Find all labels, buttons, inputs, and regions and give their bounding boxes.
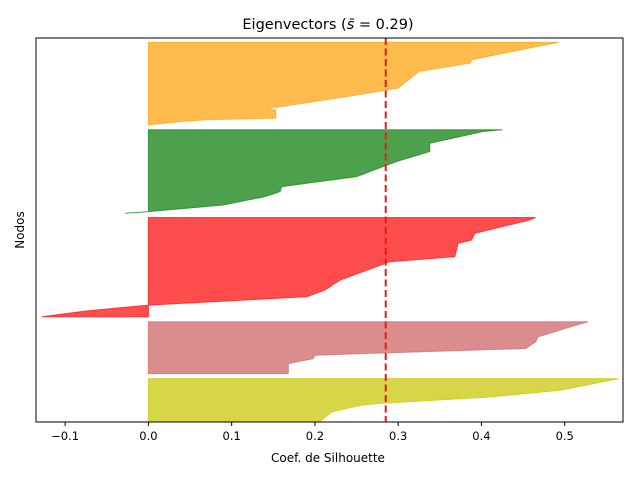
x-tick-label: 0.5 (556, 429, 574, 443)
x-tick-label: 0.4 (472, 429, 490, 443)
x-tick-label: 0.1 (223, 429, 241, 443)
x-tick-label: −0.1 (51, 429, 79, 443)
x-axis-label: Coef. de Silhouette (271, 451, 385, 465)
x-tick-label: 0.2 (306, 429, 324, 443)
silhouette-cluster-2 (41, 217, 536, 318)
x-tick-label: 0.0 (139, 429, 157, 443)
plot-frame (35, 37, 624, 423)
silhouette-cluster-3 (125, 129, 503, 214)
y-axis-label: Nodos (13, 211, 27, 249)
x-tick-label: 0.3 (389, 429, 407, 443)
silhouette-cluster-4 (147, 41, 559, 126)
plot-area: −0.1 0.0 0.1 0.2 0.3 0.4 0.5 (35, 37, 624, 443)
chart-title: Eigenvectors (s̄ = 0.29) (242, 17, 413, 33)
silhouette-cluster-0 (147, 378, 619, 423)
silhouette-cluster-1 (147, 321, 589, 375)
